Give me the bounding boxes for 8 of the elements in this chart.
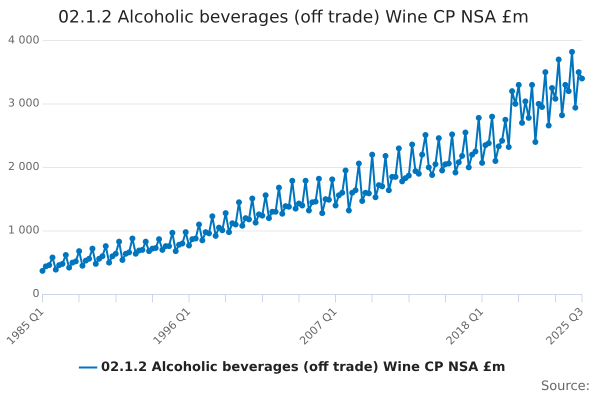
y-tick-label: 0 [32,287,40,300]
y-tick-label: 2 000 [8,160,40,174]
y-tick-label: 4 000 [8,33,40,46]
y-tick-label: 3 000 [8,96,40,110]
source-note: Source: [540,379,590,394]
y-tick-label: 1 000 [8,224,40,237]
legend-label: 02.1.2 Alcoholic beverages (off trade) Wine CP NSA £m [101,360,506,375]
chart-title: 02.1.2 Alcoholic beverages (off trade) Wine CP NSA £m [58,8,529,28]
